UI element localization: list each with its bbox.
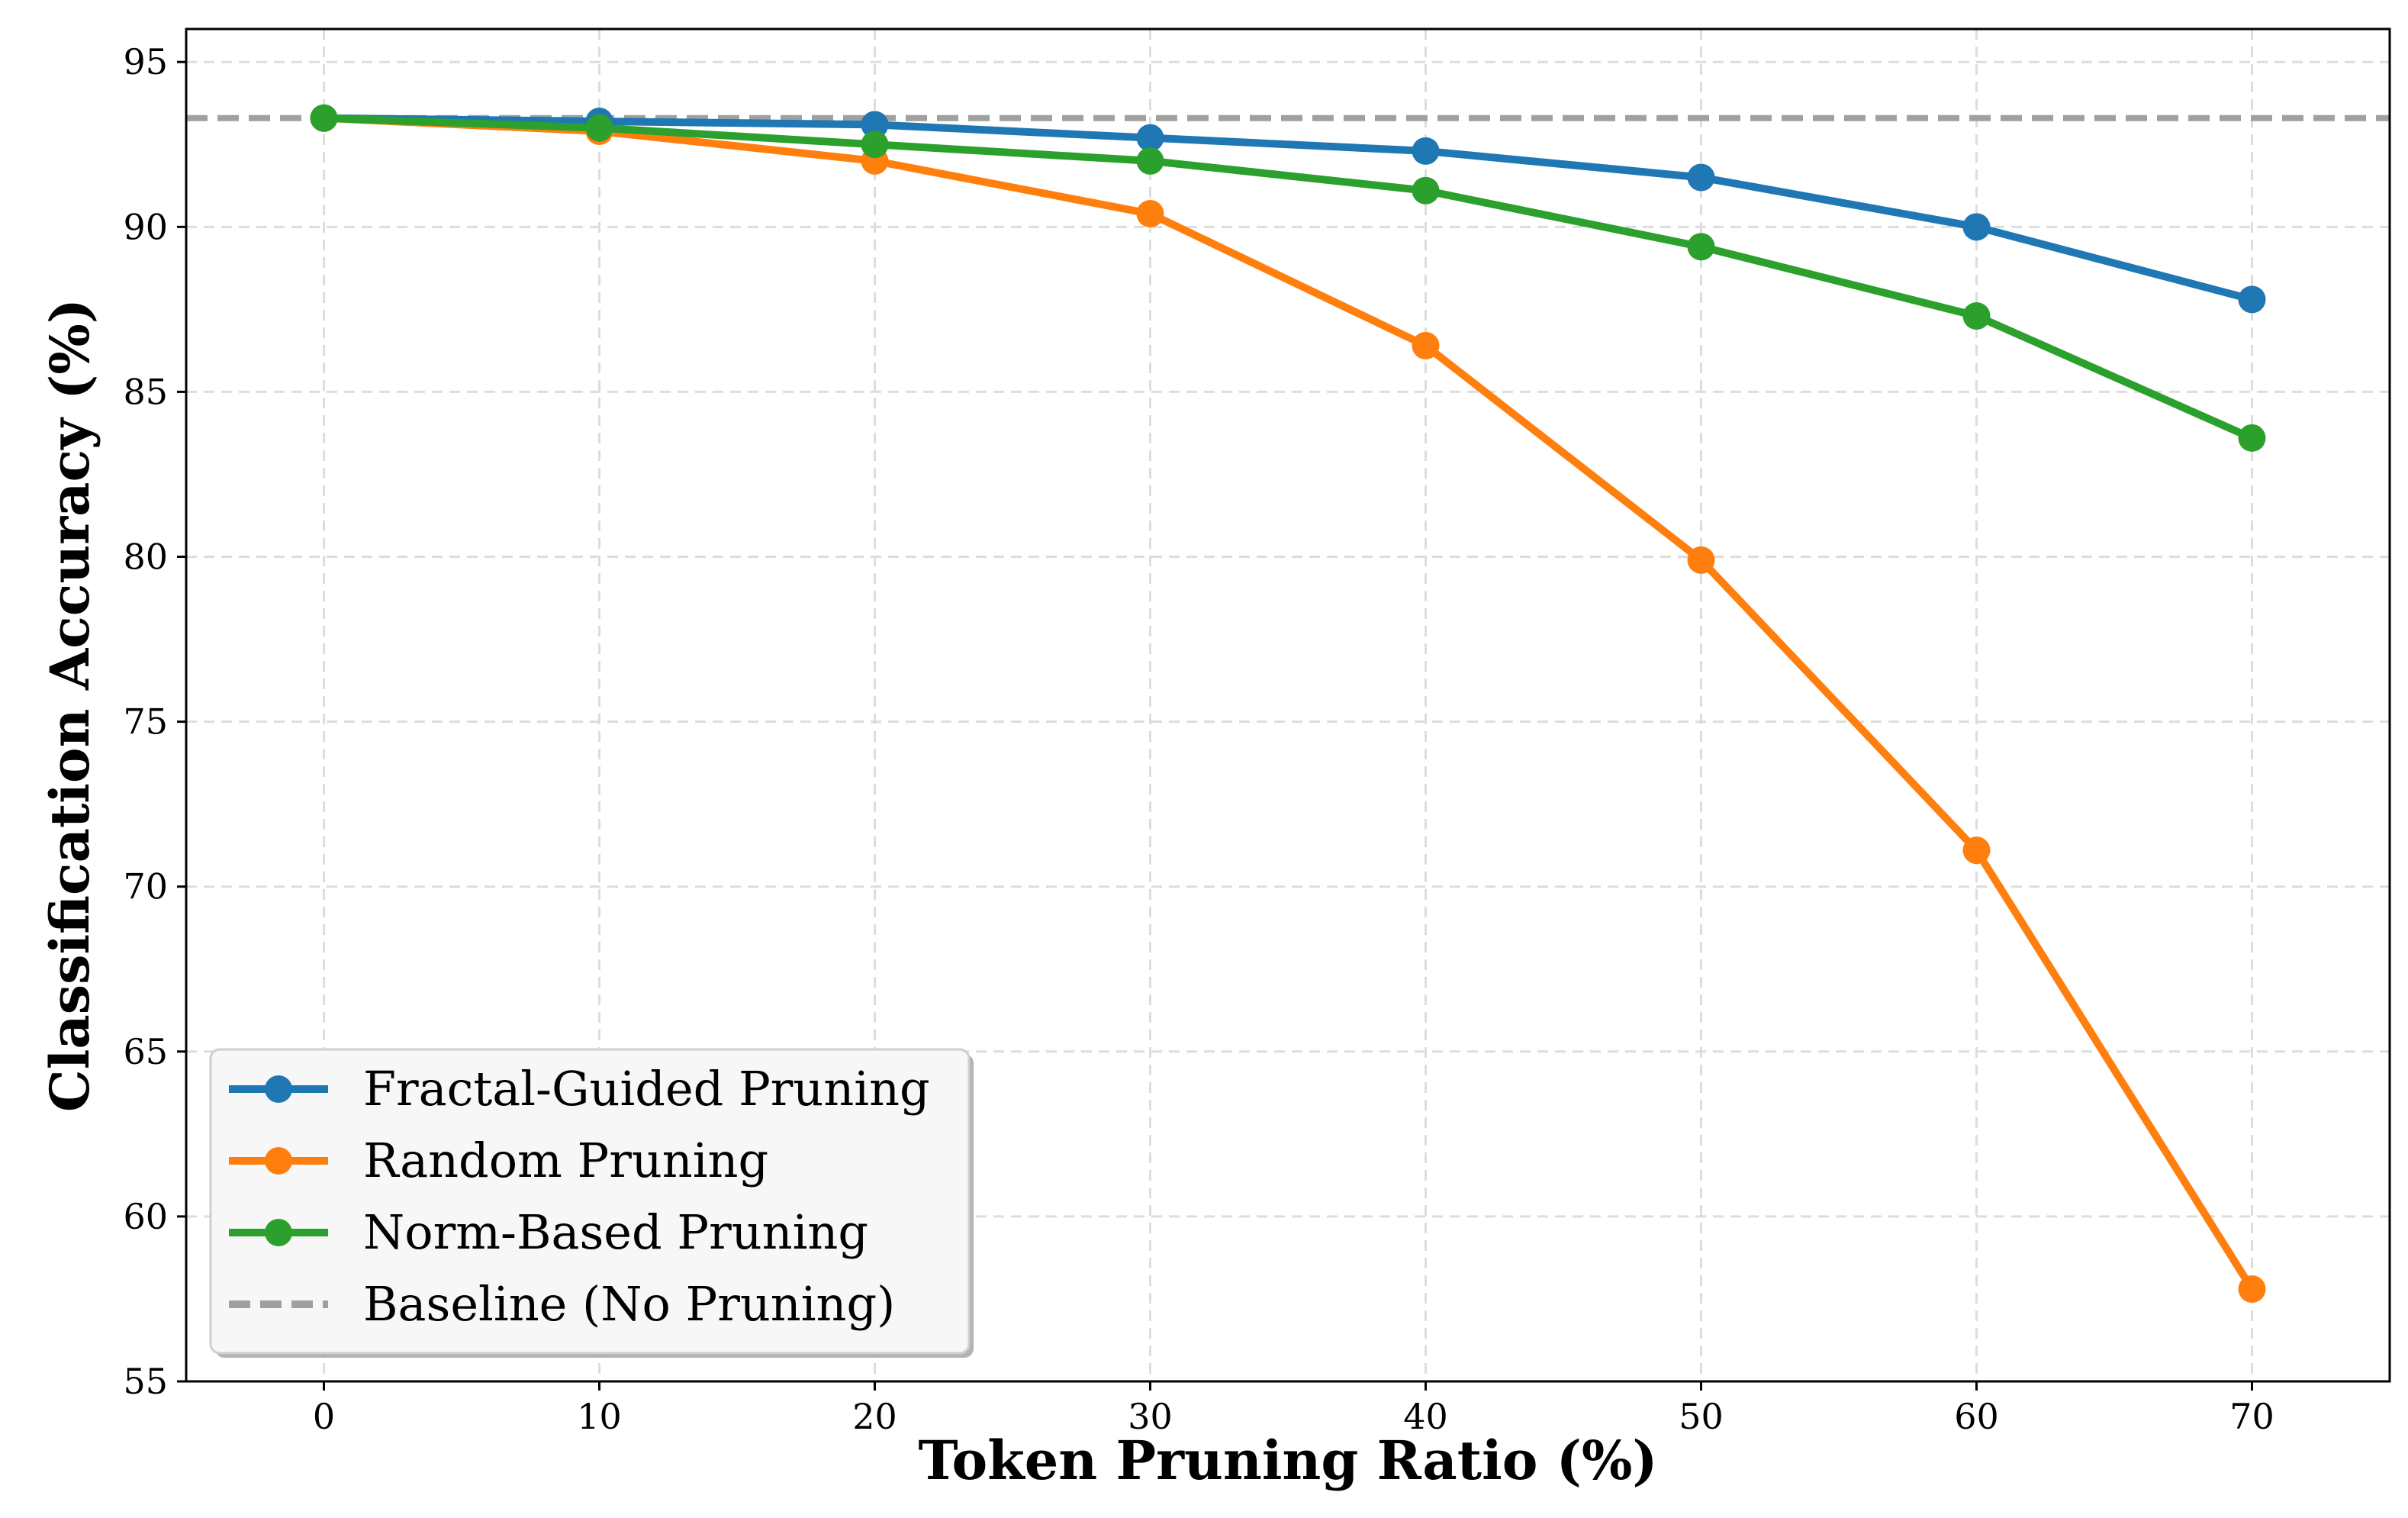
data-point — [1412, 331, 1440, 359]
y-tick-label: 90 — [123, 206, 168, 247]
data-point — [1962, 213, 1991, 241]
data-point — [1962, 302, 1991, 330]
data-point — [1136, 124, 1164, 152]
data-point — [1687, 546, 1715, 574]
x-tick-label: 70 — [2229, 1396, 2274, 1437]
data-point — [1687, 233, 1715, 261]
y-tick-label: 85 — [123, 371, 168, 412]
y-tick-label: 95 — [123, 41, 168, 82]
series-2 — [310, 104, 2266, 452]
x-tick-label: 20 — [852, 1396, 897, 1437]
legend: Fractal-Guided Pruning Random Pruning Norm… — [209, 1048, 974, 1358]
legend-marker — [265, 1147, 292, 1175]
legend-entry: Fractal-Guided Pruning — [229, 1061, 930, 1117]
legend-label: Baseline (No Pruning) — [363, 1276, 895, 1332]
plot-frame — [185, 27, 2391, 1383]
data-point — [1962, 836, 1991, 865]
data-point — [310, 104, 338, 132]
x-tick-label: 30 — [1128, 1396, 1173, 1437]
y-axis-label: Classification Accuracy (%) — [38, 298, 101, 1112]
legend-entry: Random Pruning — [229, 1133, 768, 1188]
data-point — [2238, 1275, 2266, 1303]
x-tick-label: 10 — [577, 1396, 622, 1437]
data-point — [585, 114, 613, 142]
data-point — [1687, 163, 1715, 192]
legend-marker — [265, 1075, 292, 1103]
legend-label: Norm-Based Pruning — [363, 1204, 868, 1260]
series-line — [320, 114, 2256, 1293]
y-tick-label: 75 — [123, 701, 168, 743]
data-series — [310, 104, 2266, 1303]
x-axis-label: Token Pruning Ratio (%) — [918, 1429, 1657, 1492]
y-tick-label: 65 — [123, 1031, 168, 1072]
axis-ticks: 0 10 20 30 40 50 60 70 55 60 65 70 75 80 85 90 95 — [123, 41, 2274, 1437]
data-point — [1412, 137, 1440, 165]
legend-box — [209, 1048, 971, 1355]
data-point — [1412, 176, 1440, 205]
y-tick-label: 55 — [123, 1361, 168, 1402]
x-tick-label: 0 — [313, 1396, 335, 1437]
y-tick-label: 60 — [123, 1196, 168, 1237]
data-point — [1136, 147, 1164, 175]
legend-entry: Norm-Based Pruning — [229, 1204, 868, 1260]
data-point — [1136, 200, 1164, 228]
y-tick-label: 80 — [123, 537, 168, 578]
legend-label: Fractal-Guided Pruning — [363, 1061, 930, 1117]
legend-entry: Baseline (No Pruning) — [229, 1276, 895, 1332]
legend-label: Random Pruning — [363, 1133, 768, 1188]
data-point — [2238, 424, 2266, 452]
legend-marker — [265, 1219, 292, 1246]
data-point — [861, 131, 889, 159]
x-tick-label: 40 — [1403, 1396, 1448, 1437]
series-line — [320, 114, 2256, 304]
y-tick-label: 70 — [123, 866, 168, 907]
data-point — [2238, 285, 2266, 314]
x-tick-label: 60 — [1954, 1396, 1999, 1437]
series-line — [320, 114, 2256, 442]
data-point — [861, 111, 889, 139]
x-tick-label: 50 — [1679, 1396, 1724, 1437]
